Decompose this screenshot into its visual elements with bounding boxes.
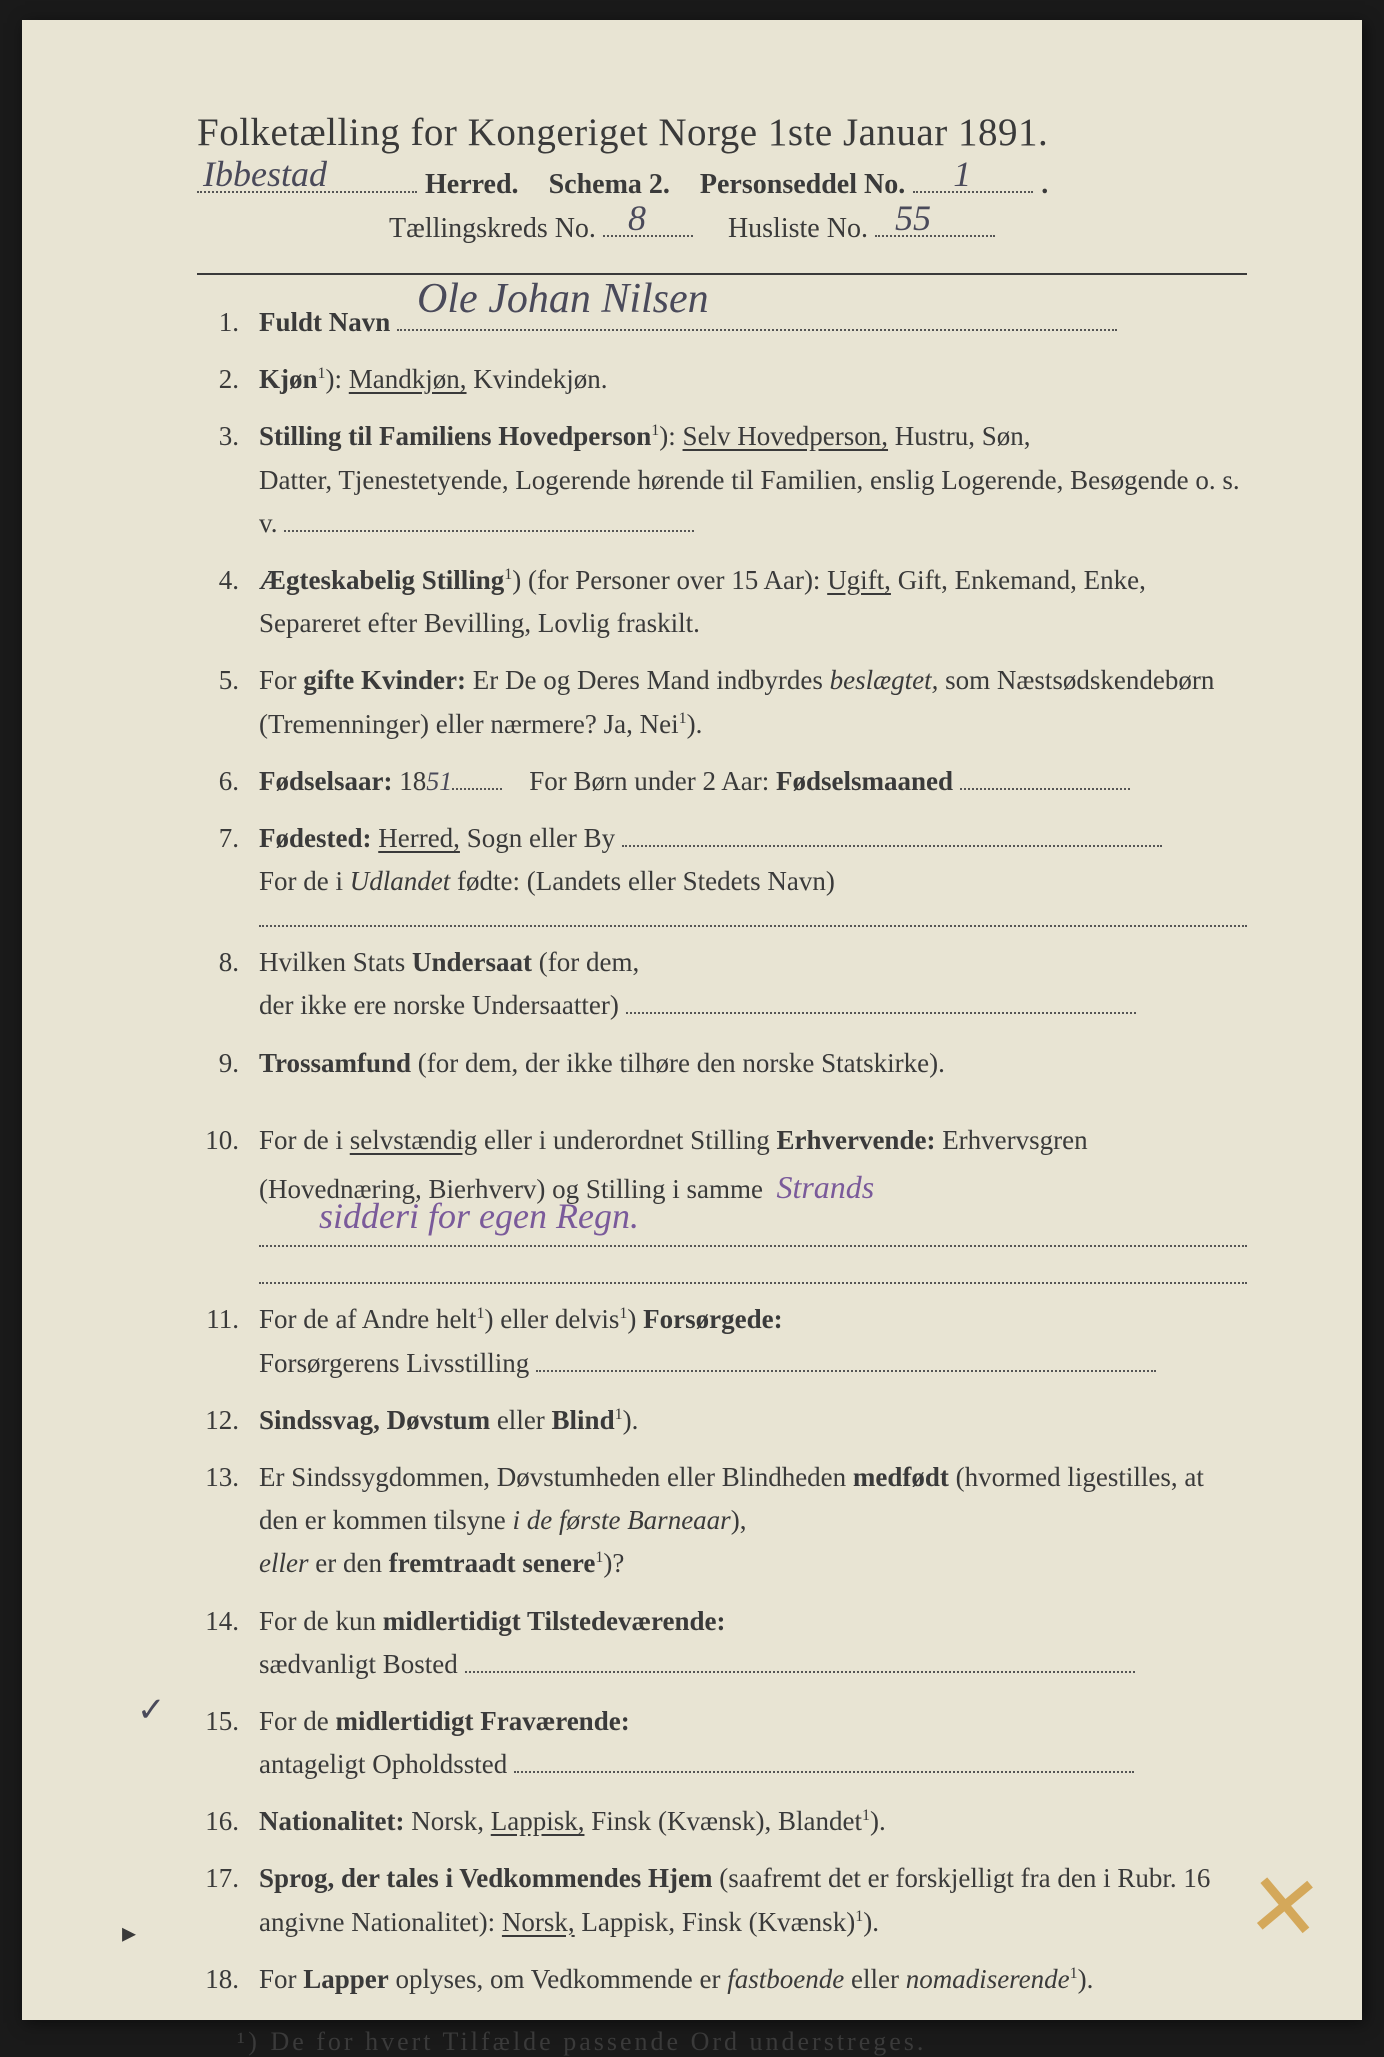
subtitle-row-1: Ibbestad Herred. Schema 2. Personseddel … bbox=[197, 169, 1247, 201]
checkmark-16: ✓ bbox=[137, 1690, 166, 1730]
item-9: 9. Trossamfund (for dem, der ikke tilhør… bbox=[197, 1042, 1247, 1085]
corner-x-mark: ✕ bbox=[1242, 1852, 1326, 1963]
item-11: 11. For de af Andre helt1) eller delvis1… bbox=[197, 1298, 1247, 1384]
item-3: 3. Stilling til Familiens Hovedperson1):… bbox=[197, 415, 1247, 545]
schema-label: Schema 2. bbox=[549, 169, 670, 201]
personseddel-value: 1 bbox=[953, 153, 971, 195]
item-4: 4. Ægteskabelig Stilling1) (for Personer… bbox=[197, 559, 1247, 645]
kreds-label: Tællingskreds No. bbox=[389, 213, 596, 244]
item-1: 1. Fuldt Navn Ole Johan Nilsen bbox=[197, 301, 1247, 344]
item-8: 8. Hvilken Stats Undersaat (for dem, der… bbox=[197, 941, 1247, 1027]
item-5: 5. For gifte Kvinder: Er De og Deres Man… bbox=[197, 659, 1247, 745]
personseddel-label: Personseddel No. bbox=[700, 169, 905, 201]
herred-field: Ibbestad bbox=[197, 191, 417, 193]
item-15: 15. For de midlertidigt Fraværende: anta… bbox=[197, 1700, 1247, 1786]
herred-value: Ibbestad bbox=[203, 153, 327, 195]
horizontal-rule bbox=[197, 273, 1247, 275]
item-16: 16. Nationalitet: Norsk, Lappisk, Finsk … bbox=[197, 1800, 1247, 1843]
name-value: Ole Johan Nilsen bbox=[417, 266, 709, 333]
item-18: 18. For Lapper oplyses, om Vedkommende e… bbox=[197, 1958, 1247, 2001]
main-title: Folketælling for Kongeriget Norge 1ste J… bbox=[197, 110, 1247, 155]
herred-label: Herred. bbox=[425, 169, 519, 201]
item-12: 12. Sindssvag, Døvstum eller Blind1). bbox=[197, 1399, 1247, 1442]
husliste-value: 55 bbox=[895, 197, 931, 239]
item-13: 13. Er Sindssygdommen, Døvstumheden elle… bbox=[197, 1456, 1247, 1586]
item-14: 14. For de kun midlertidigt Tilstedevære… bbox=[197, 1600, 1247, 1686]
husliste-label: Husliste No. bbox=[728, 213, 868, 244]
item-2: 2. Kjøn1): Mandkjøn, Kvindekjøn. bbox=[197, 358, 1247, 401]
name-field: Ole Johan Nilsen bbox=[397, 329, 1117, 331]
item-7: 7. Fødested: Herred, Sogn eller By For d… bbox=[197, 817, 1247, 903]
census-form-page: Folketælling for Kongeriget Norge 1ste J… bbox=[22, 20, 1362, 2020]
subtitle-row-2: Tællingskreds No. 8 Husliste No. 55 bbox=[197, 213, 1247, 245]
arrow-bottom-left: ▸ bbox=[122, 1916, 136, 1950]
personseddel-field: 1 bbox=[913, 191, 1033, 193]
item-6: 6. Fødselsaar: 1851 For Børn under 2 Aar… bbox=[197, 760, 1247, 803]
item-10: 10. For de i selvstændig eller i underor… bbox=[197, 1119, 1247, 1261]
item-17: 17. Sprog, der tales i Vedkommendes Hjem… bbox=[197, 1857, 1247, 1943]
kreds-field: 8 bbox=[603, 235, 693, 237]
kreds-value: 8 bbox=[628, 197, 646, 239]
husliste-field: 55 bbox=[875, 235, 995, 237]
footnote: ¹) De for hvert Tilfælde passende Ord un… bbox=[197, 2027, 1247, 2057]
